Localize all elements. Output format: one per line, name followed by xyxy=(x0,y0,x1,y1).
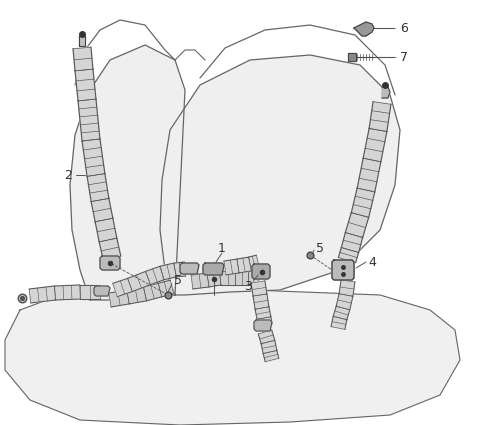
Polygon shape xyxy=(158,280,174,297)
Polygon shape xyxy=(207,271,221,287)
Polygon shape xyxy=(82,139,105,176)
Polygon shape xyxy=(251,281,267,296)
Polygon shape xyxy=(5,288,460,425)
Polygon shape xyxy=(94,286,110,296)
Polygon shape xyxy=(180,263,199,274)
Polygon shape xyxy=(331,317,347,329)
Polygon shape xyxy=(95,218,117,242)
Polygon shape xyxy=(369,102,391,131)
Text: 1: 1 xyxy=(218,241,226,255)
Text: 5: 5 xyxy=(316,241,324,255)
Polygon shape xyxy=(348,53,356,61)
Polygon shape xyxy=(235,271,248,285)
Polygon shape xyxy=(257,317,272,326)
Polygon shape xyxy=(75,69,96,101)
Polygon shape xyxy=(248,255,260,271)
Text: 7: 7 xyxy=(400,51,408,63)
Polygon shape xyxy=(145,266,164,285)
Polygon shape xyxy=(203,263,224,275)
Polygon shape xyxy=(143,283,162,301)
Polygon shape xyxy=(254,320,272,331)
Polygon shape xyxy=(346,212,369,238)
Polygon shape xyxy=(363,128,387,162)
Polygon shape xyxy=(80,285,100,299)
Polygon shape xyxy=(220,271,235,285)
Polygon shape xyxy=(255,306,271,319)
Polygon shape xyxy=(382,87,390,98)
Polygon shape xyxy=(87,173,109,201)
Polygon shape xyxy=(338,247,359,263)
Polygon shape xyxy=(357,158,381,192)
Polygon shape xyxy=(252,264,270,279)
Polygon shape xyxy=(70,45,185,300)
Polygon shape xyxy=(261,340,277,353)
Polygon shape xyxy=(333,306,350,320)
Text: 2: 2 xyxy=(64,168,72,181)
Polygon shape xyxy=(253,294,269,309)
Text: 6: 6 xyxy=(400,22,408,34)
Polygon shape xyxy=(128,272,151,292)
Polygon shape xyxy=(354,22,374,36)
Polygon shape xyxy=(160,55,400,295)
Polygon shape xyxy=(55,285,80,300)
Polygon shape xyxy=(174,262,186,277)
Polygon shape xyxy=(248,271,258,285)
Polygon shape xyxy=(79,36,85,46)
Polygon shape xyxy=(160,263,177,280)
Text: 5: 5 xyxy=(174,274,182,286)
Polygon shape xyxy=(191,273,209,289)
Polygon shape xyxy=(351,188,375,217)
Polygon shape xyxy=(78,99,100,141)
Polygon shape xyxy=(73,47,93,71)
Polygon shape xyxy=(127,287,146,304)
Polygon shape xyxy=(109,290,129,307)
Polygon shape xyxy=(99,238,121,260)
Polygon shape xyxy=(336,293,353,309)
Polygon shape xyxy=(341,232,363,252)
Polygon shape xyxy=(224,259,239,275)
Polygon shape xyxy=(113,278,132,297)
Polygon shape xyxy=(29,286,56,303)
Polygon shape xyxy=(339,280,355,296)
Text: 4: 4 xyxy=(368,255,376,269)
Polygon shape xyxy=(263,350,279,362)
Polygon shape xyxy=(332,260,354,280)
Polygon shape xyxy=(91,198,113,222)
Polygon shape xyxy=(258,330,275,344)
Polygon shape xyxy=(237,257,251,273)
Polygon shape xyxy=(100,256,120,270)
Text: 3: 3 xyxy=(244,280,252,292)
